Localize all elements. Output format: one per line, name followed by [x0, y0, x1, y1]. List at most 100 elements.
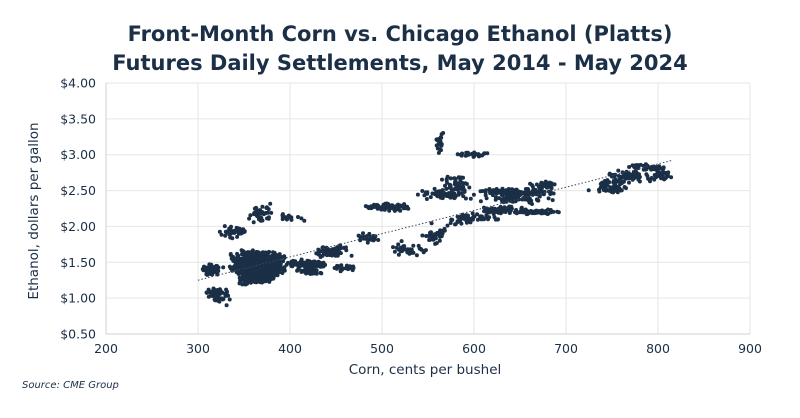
data-point [286, 260, 290, 265]
data-point [646, 176, 651, 181]
data-point [606, 180, 611, 185]
data-point [472, 153, 477, 158]
data-point [496, 190, 501, 195]
chart-title: Front-Month Corn vs. Chicago Ethanol (Pl… [0, 20, 800, 78]
data-point [540, 209, 545, 214]
data-point [430, 237, 435, 242]
grid-lines [106, 82, 751, 334]
data-point [432, 186, 437, 191]
data-point [436, 150, 441, 155]
data-point [398, 208, 403, 213]
data-point [437, 238, 442, 243]
data-point [453, 222, 458, 227]
data-point [532, 211, 537, 216]
data-point [262, 267, 267, 272]
data-point [475, 212, 480, 217]
data-point [399, 239, 404, 244]
data-point [459, 191, 464, 196]
data-point [276, 258, 280, 263]
data-point [202, 264, 206, 269]
data-point [485, 151, 490, 156]
data-point [267, 274, 272, 279]
data-point [543, 179, 548, 184]
data-point [260, 218, 265, 223]
data-point [403, 206, 408, 211]
data-point [319, 271, 324, 276]
data-point [482, 209, 487, 214]
data-point [442, 191, 447, 196]
data-point [546, 196, 551, 201]
data-point [459, 221, 464, 226]
data-point [242, 229, 247, 234]
data-point [209, 262, 214, 267]
data-point [434, 143, 439, 148]
data-point [282, 255, 287, 260]
data-point [280, 212, 285, 217]
tick-labels: 200 300 400 500 600 700 800 900 $0.50 $1.00 $1.50 $… [60, 76, 762, 357]
data-point [637, 179, 642, 184]
y-tick-label: $2.50 [60, 183, 96, 198]
data-point [440, 231, 445, 236]
data-point [472, 150, 477, 155]
data-points [200, 131, 674, 308]
data-point [470, 216, 475, 221]
data-point [299, 260, 304, 265]
data-point [459, 175, 463, 180]
data-point [312, 262, 317, 267]
data-point [253, 279, 257, 284]
data-point [616, 168, 621, 173]
data-point [539, 180, 544, 185]
data-point [269, 210, 274, 215]
data-point [490, 206, 495, 211]
data-point [311, 270, 316, 275]
data-point [394, 245, 399, 250]
data-point [426, 234, 431, 238]
data-point [436, 191, 441, 196]
data-point [537, 184, 541, 189]
data-point [448, 195, 453, 200]
data-point [552, 182, 557, 187]
data-point [219, 232, 224, 237]
data-point [389, 205, 393, 210]
data-point [237, 226, 242, 231]
data-point [521, 196, 526, 201]
data-point [257, 209, 261, 214]
data-point [212, 297, 217, 302]
data-point [496, 217, 500, 222]
data-point [261, 258, 266, 263]
data-point [452, 176, 457, 181]
data-point [448, 176, 453, 181]
data-point [398, 203, 402, 208]
x-tick-label: 400 [278, 341, 302, 356]
data-point [267, 255, 272, 260]
data-point [465, 219, 470, 224]
data-point [468, 196, 473, 201]
data-point [446, 191, 451, 196]
data-point [312, 266, 317, 271]
data-point [491, 190, 496, 195]
data-point [243, 277, 248, 282]
data-point [457, 217, 462, 222]
data-point [264, 205, 269, 210]
data-point [344, 263, 349, 268]
data-point [251, 273, 256, 278]
data-point [373, 204, 378, 209]
data-point [299, 257, 304, 262]
data-point [482, 151, 487, 156]
chart-title-line-1: Front-Month Corn vs. Chicago Ethanol (Pl… [127, 22, 673, 46]
data-point [440, 177, 444, 182]
data-point [366, 233, 371, 238]
data-point [396, 252, 401, 257]
y-tick-label: $1.50 [60, 255, 96, 270]
x-tick-label: 500 [370, 341, 394, 356]
data-point [222, 224, 227, 229]
data-point [644, 172, 649, 177]
data-point [238, 278, 243, 283]
data-point [586, 188, 591, 193]
data-point [376, 238, 381, 242]
data-point [504, 197, 509, 202]
data-point [439, 148, 443, 153]
data-point [526, 195, 530, 200]
data-point [649, 166, 654, 171]
